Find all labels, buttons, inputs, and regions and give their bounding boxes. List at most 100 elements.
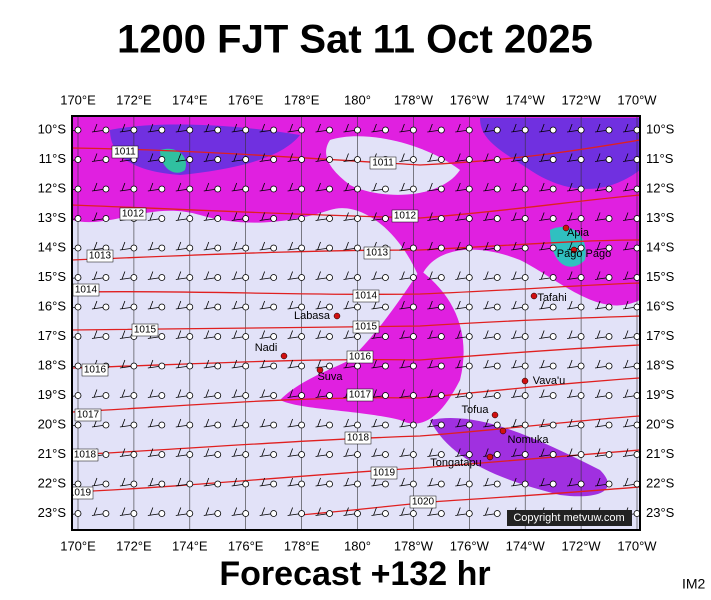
barb-flag (317, 241, 321, 251)
barb-station (186, 215, 194, 222)
barb-flag (540, 477, 545, 487)
barb-station (605, 451, 613, 458)
barb-flag (233, 123, 238, 133)
barb-flag (568, 448, 573, 457)
barb-flag (317, 182, 321, 192)
barb-flag (149, 153, 154, 162)
barb-flag (121, 448, 126, 457)
barb-flag (233, 507, 238, 516)
barb-flag (261, 359, 266, 369)
barb-flag (66, 331, 69, 339)
barb-flag (289, 477, 293, 487)
barb-flag (317, 300, 321, 310)
barb-station (158, 480, 166, 488)
barb-station (465, 333, 473, 340)
barb-flag (484, 212, 489, 221)
footer: Forecast +132 hr (219, 555, 490, 593)
barb-flag (484, 123, 489, 133)
barb-flag (401, 271, 405, 280)
barb-flag (456, 300, 461, 310)
barb-station (102, 392, 110, 399)
barb-station (521, 421, 529, 429)
barb-station (270, 480, 278, 488)
barb-flag (512, 359, 517, 369)
barb-station (633, 480, 640, 488)
barb-station (326, 392, 333, 399)
barb-station (270, 451, 278, 458)
barb-flag (540, 212, 545, 221)
barb-flag (428, 212, 433, 221)
barb-station (158, 392, 166, 399)
barb-station (549, 362, 557, 370)
barb-flag (205, 271, 210, 280)
barb-flag (596, 300, 601, 310)
barb-station (437, 392, 445, 399)
lon-label: 170°E (60, 92, 96, 107)
barb-flag (568, 389, 573, 398)
barb-station (242, 451, 250, 458)
barb-flag (66, 390, 69, 398)
barb-station (549, 392, 557, 399)
barb-station (298, 303, 306, 311)
place-name: Nadi (255, 342, 278, 354)
isobar-label-box (369, 156, 397, 170)
barb-station (382, 333, 389, 340)
place-marker (570, 246, 578, 254)
barb-flag (205, 389, 210, 398)
barb-station (326, 333, 333, 340)
barb-flag (401, 300, 405, 310)
barb-flag (345, 448, 349, 457)
barb-station (382, 392, 389, 399)
barb-flag (596, 418, 601, 428)
barb-flag (317, 448, 321, 457)
barb-flag (66, 478, 69, 486)
barb-station (382, 451, 389, 458)
barb-flag (401, 418, 405, 428)
barb-station (633, 451, 640, 458)
barb-flag (345, 182, 349, 192)
barb-station (158, 451, 166, 458)
barb-station (493, 333, 501, 340)
barb-flag (596, 359, 601, 369)
barb-station (74, 274, 82, 281)
barb-station (409, 392, 417, 399)
barb-station (493, 480, 501, 488)
barb-flag (177, 271, 182, 280)
barb-station (354, 274, 361, 281)
barb-station (521, 274, 529, 281)
lon-label: 180° (344, 538, 371, 553)
isobar-label-box (352, 289, 380, 303)
isobar-label-box (72, 486, 94, 500)
barb-flag (261, 330, 266, 339)
barb-station (549, 451, 557, 458)
barb-flag (540, 271, 545, 280)
barb-flag (568, 477, 573, 487)
barb-flag (345, 123, 349, 133)
barb-flag (512, 477, 517, 487)
place-marker (562, 224, 570, 232)
barb-station (465, 510, 473, 517)
barb-station (158, 185, 166, 193)
lat-label: 15°S (38, 269, 67, 284)
barb-flag (624, 182, 629, 192)
barb-flag (568, 212, 573, 221)
barb-flag (456, 123, 461, 133)
lat-label: 23°S (646, 505, 675, 520)
barb-station (130, 421, 138, 429)
barb-flag (233, 359, 238, 369)
lat-label: 17°S (38, 328, 67, 343)
barb-station (186, 392, 194, 399)
barb-station (130, 274, 138, 281)
barb-flag (289, 389, 293, 398)
barb-station (605, 156, 613, 163)
barb-station (214, 274, 222, 281)
lat-label: 21°S (38, 446, 67, 461)
lon-label: 178°E (284, 92, 320, 107)
barb-station (186, 303, 194, 311)
barb-station (214, 362, 222, 370)
barb-flag (317, 418, 321, 428)
barb-station (409, 451, 417, 458)
barb-station (242, 126, 250, 134)
barb-flag (121, 123, 126, 133)
barb-station (493, 126, 501, 134)
